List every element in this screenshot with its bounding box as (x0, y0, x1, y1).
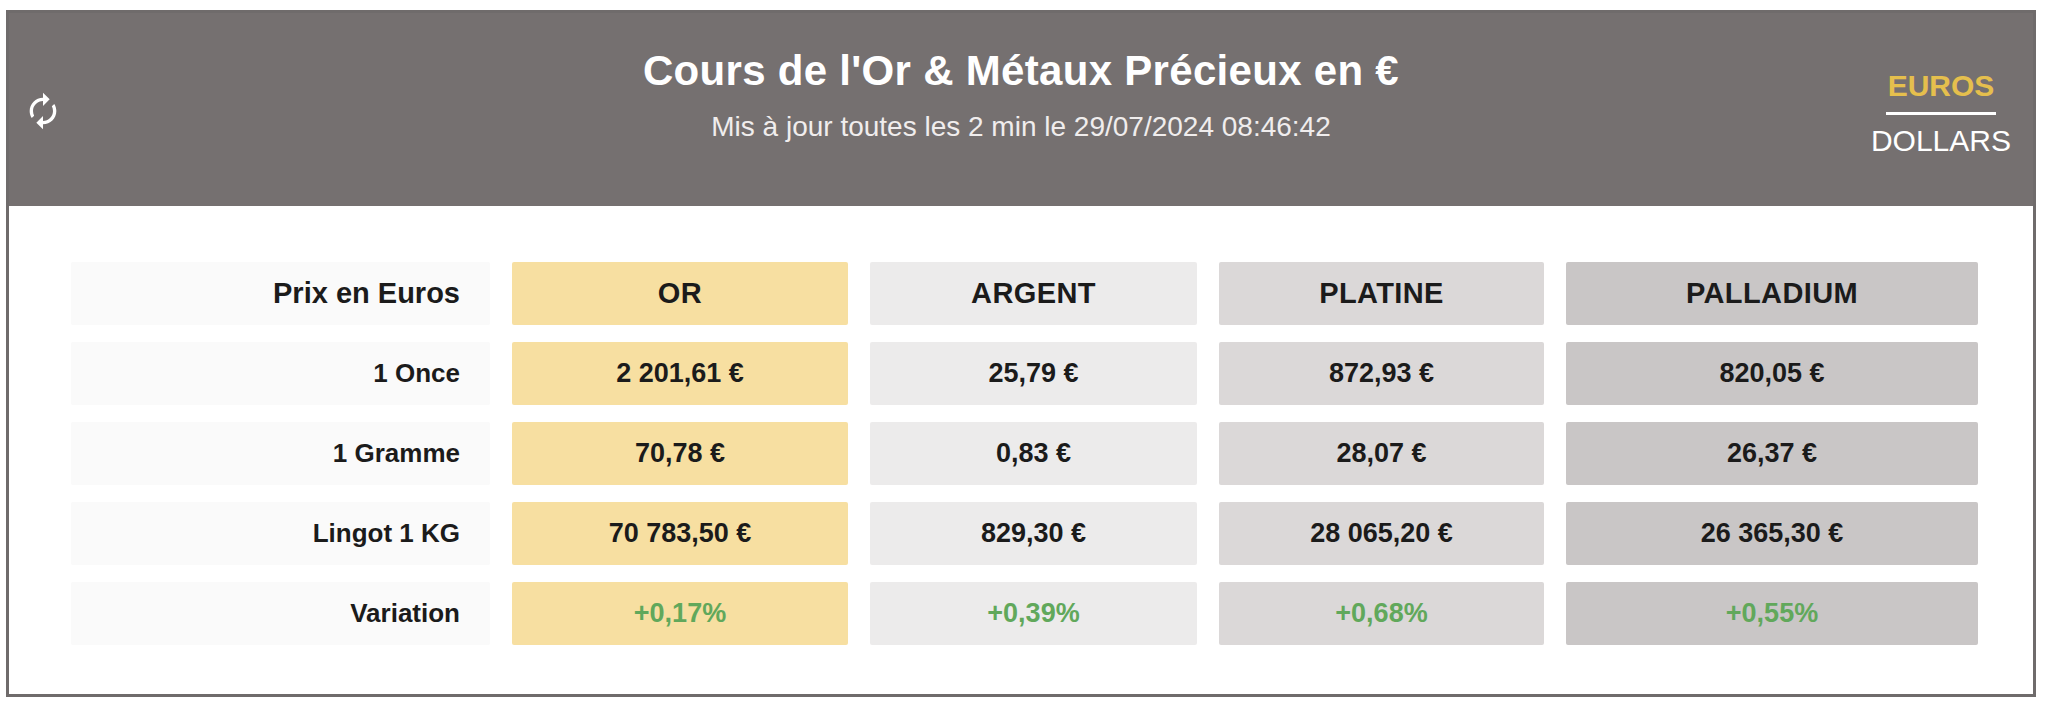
cell-or-lingot-1-kg: 70 783,50 € (512, 502, 848, 565)
currency-divider (1886, 112, 1996, 115)
cell-palladium-1-gramme: 26,37 € (1566, 422, 1978, 485)
currency-toggle: EUROS DOLLARS (1871, 69, 2011, 157)
cell-palladium-lingot-1-kg: 26 365,30 € (1566, 502, 1978, 565)
column-header-or: OR (512, 262, 848, 325)
row-label-variation: Variation (71, 582, 490, 645)
column-header-argent: ARGENT (870, 262, 1197, 325)
row-label-lingot-1-kg: Lingot 1 KG (71, 502, 490, 565)
refresh-icon (23, 91, 63, 131)
row-label-1-gramme: 1 Gramme (71, 422, 490, 485)
cell-argent-variation: +0,39% (870, 582, 1197, 645)
corner-header-prix-en-euros: Prix en Euros (71, 262, 490, 325)
cell-or-variation: +0,17% (512, 582, 848, 645)
currency-option-euros[interactable]: EUROS (1888, 69, 1995, 102)
cell-palladium-1-once: 820,05 € (1566, 342, 1978, 405)
cell-argent-lingot-1-kg: 829,30 € (870, 502, 1197, 565)
prices-table: Prix en Euros OR ARGENT PLATINE PALLADIU… (71, 262, 2033, 645)
cell-argent-1-gramme: 0,83 € (870, 422, 1197, 485)
cell-platine-1-once: 872,93 € (1219, 342, 1544, 405)
column-header-platine: PLATINE (1219, 262, 1544, 325)
update-timestamp: Mis à jour toutes les 2 min le 29/07/202… (9, 111, 2033, 143)
cell-or-1-gramme: 70,78 € (512, 422, 848, 485)
cell-platine-1-gramme: 28,07 € (1219, 422, 1544, 485)
cell-platine-variation: +0,68% (1219, 582, 1544, 645)
row-label-1-once: 1 Once (71, 342, 490, 405)
widget-header: Cours de l'Or & Métaux Précieux en € Mis… (9, 13, 2033, 206)
gold-prices-widget: Cours de l'Or & Métaux Précieux en € Mis… (6, 10, 2036, 697)
cell-argent-1-once: 25,79 € (870, 342, 1197, 405)
cell-platine-lingot-1-kg: 28 065,20 € (1219, 502, 1544, 565)
page-title: Cours de l'Or & Métaux Précieux en € (9, 13, 2033, 95)
cell-palladium-variation: +0,55% (1566, 582, 1978, 645)
refresh-button[interactable] (23, 89, 67, 133)
currency-option-dollars[interactable]: DOLLARS (1871, 124, 2011, 157)
cell-or-1-once: 2 201,61 € (512, 342, 848, 405)
column-header-palladium: PALLADIUM (1566, 262, 1978, 325)
